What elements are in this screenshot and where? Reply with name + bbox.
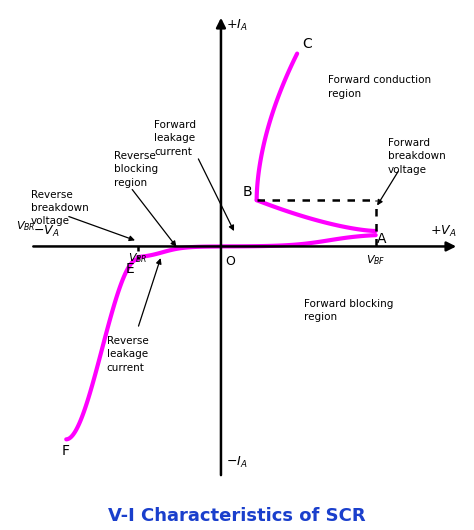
Text: Forward conduction
region: Forward conduction region [328,75,431,99]
Text: A: A [377,232,386,246]
Text: Forward
leakage
current: Forward leakage current [155,120,196,157]
Text: Reverse
breakdown
voltage: Reverse breakdown voltage [30,190,88,226]
Text: $-I_A$: $-I_A$ [226,455,247,470]
Text: $+V_A$: $+V_A$ [430,224,456,238]
Text: F: F [62,445,70,458]
Text: $-V_A$: $-V_A$ [33,224,59,238]
Text: $V_{BR}$: $V_{BR}$ [16,219,35,233]
Text: Reverse
leakage
current: Reverse leakage current [107,336,148,373]
Text: Forward
breakdown
voltage: Forward breakdown voltage [388,138,446,175]
Text: O: O [226,255,236,269]
Text: $+I_A$: $+I_A$ [226,17,247,33]
Text: C: C [302,37,311,51]
Text: B: B [242,185,252,199]
Text: E: E [125,262,134,276]
Text: $V_{BR}$: $V_{BR}$ [128,252,147,266]
Text: Forward blocking
region: Forward blocking region [304,299,393,322]
Text: Reverse
blocking
region: Reverse blocking region [114,151,158,188]
Text: $V_{BF}$: $V_{BF}$ [366,253,385,267]
Text: V-I Characteristics of SCR: V-I Characteristics of SCR [108,507,366,525]
